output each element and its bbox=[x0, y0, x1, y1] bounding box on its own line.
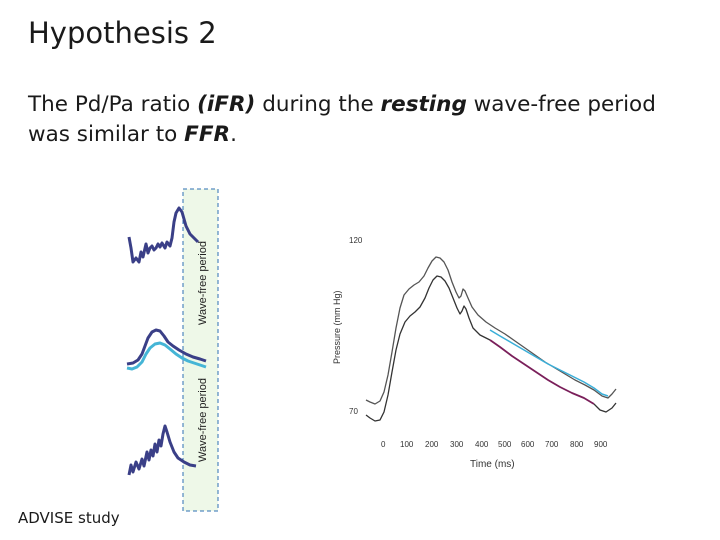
x-tick-label: 300 bbox=[450, 440, 464, 449]
x-tick-label: 0 bbox=[381, 440, 386, 449]
middle-pressure-trace-dark bbox=[126, 328, 207, 366]
cyan-pressure-segment bbox=[489, 329, 609, 397]
x-axis-label: Time (ms) bbox=[470, 459, 515, 470]
left-pressure-figure: Wave-free period Wave-free period bbox=[126, 188, 219, 512]
x-tick-label: 500 bbox=[498, 440, 512, 449]
y-tick-label: 120 bbox=[349, 236, 363, 245]
magenta-pressure-segment bbox=[489, 339, 595, 405]
x-tick-label: 400 bbox=[475, 440, 489, 449]
y-axis-label: Pressure (mm Hg) bbox=[332, 290, 342, 364]
wave-free-label-top: Wave-free period bbox=[197, 241, 209, 325]
x-tick-label: 800 bbox=[570, 440, 584, 449]
body-text-segment: The Pd/Pa ratio bbox=[28, 92, 198, 117]
ifr-emphasis: (iFR) bbox=[197, 92, 256, 117]
top-pressure-trace bbox=[127, 206, 200, 264]
x-tick-label: 600 bbox=[521, 440, 535, 449]
x-tick-label: 100 bbox=[400, 440, 414, 449]
body-text-segment: during the bbox=[255, 92, 381, 117]
x-tick-label: 200 bbox=[425, 440, 439, 449]
slide-title: Hypothesis 2 bbox=[28, 16, 217, 50]
wave-free-band bbox=[182, 188, 219, 512]
right-pressure-chart: Pressure (mm Hg) 120 70 0 100 200 300 40… bbox=[332, 236, 618, 470]
x-tick-label: 700 bbox=[545, 440, 559, 449]
slide-body-text: The Pd/Pa ratio (iFR) during the resting… bbox=[28, 90, 688, 150]
body-text-segment: . bbox=[230, 122, 237, 147]
ffr-emphasis: FFR bbox=[184, 122, 231, 147]
wave-free-label-bottom: Wave-free period bbox=[197, 378, 209, 462]
middle-pressure-trace-cyan bbox=[126, 341, 207, 371]
bottom-pressure-trace bbox=[127, 424, 197, 476]
distal-pressure-curve-dark bbox=[365, 275, 491, 422]
resting-emphasis: resting bbox=[380, 92, 467, 117]
distal-pressure-tail bbox=[593, 402, 617, 413]
y-tick-label: 70 bbox=[349, 407, 358, 416]
footer-source: ADVISE study bbox=[18, 509, 120, 527]
x-axis-ticks: 0 100 200 300 400 500 600 700 800 900 bbox=[381, 440, 608, 449]
chart-plot-area bbox=[365, 237, 618, 437]
body-text-segment: wave-free period was similar to bbox=[28, 92, 656, 147]
aortic-pressure-curve bbox=[365, 256, 617, 405]
x-tick-label: 900 bbox=[594, 440, 608, 449]
